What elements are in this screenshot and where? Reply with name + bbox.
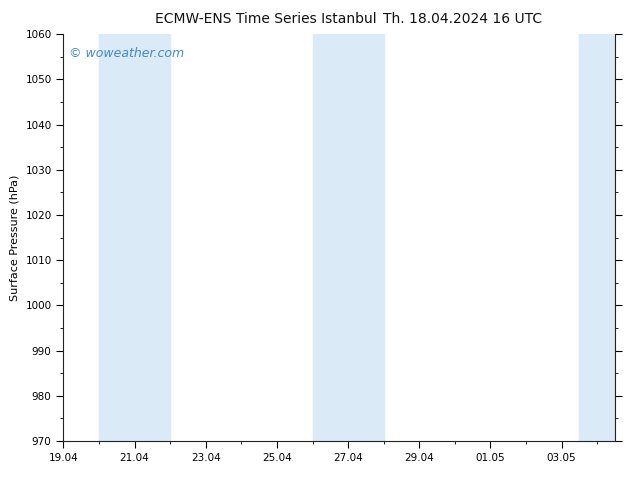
Bar <box>579 34 615 441</box>
Text: Th. 18.04.2024 16 UTC: Th. 18.04.2024 16 UTC <box>384 12 542 26</box>
Bar <box>99 34 170 441</box>
Bar <box>313 34 384 441</box>
Text: ECMW-ENS Time Series Istanbul: ECMW-ENS Time Series Istanbul <box>155 12 377 26</box>
Text: © woweather.com: © woweather.com <box>69 47 184 59</box>
Y-axis label: Surface Pressure (hPa): Surface Pressure (hPa) <box>10 174 20 301</box>
